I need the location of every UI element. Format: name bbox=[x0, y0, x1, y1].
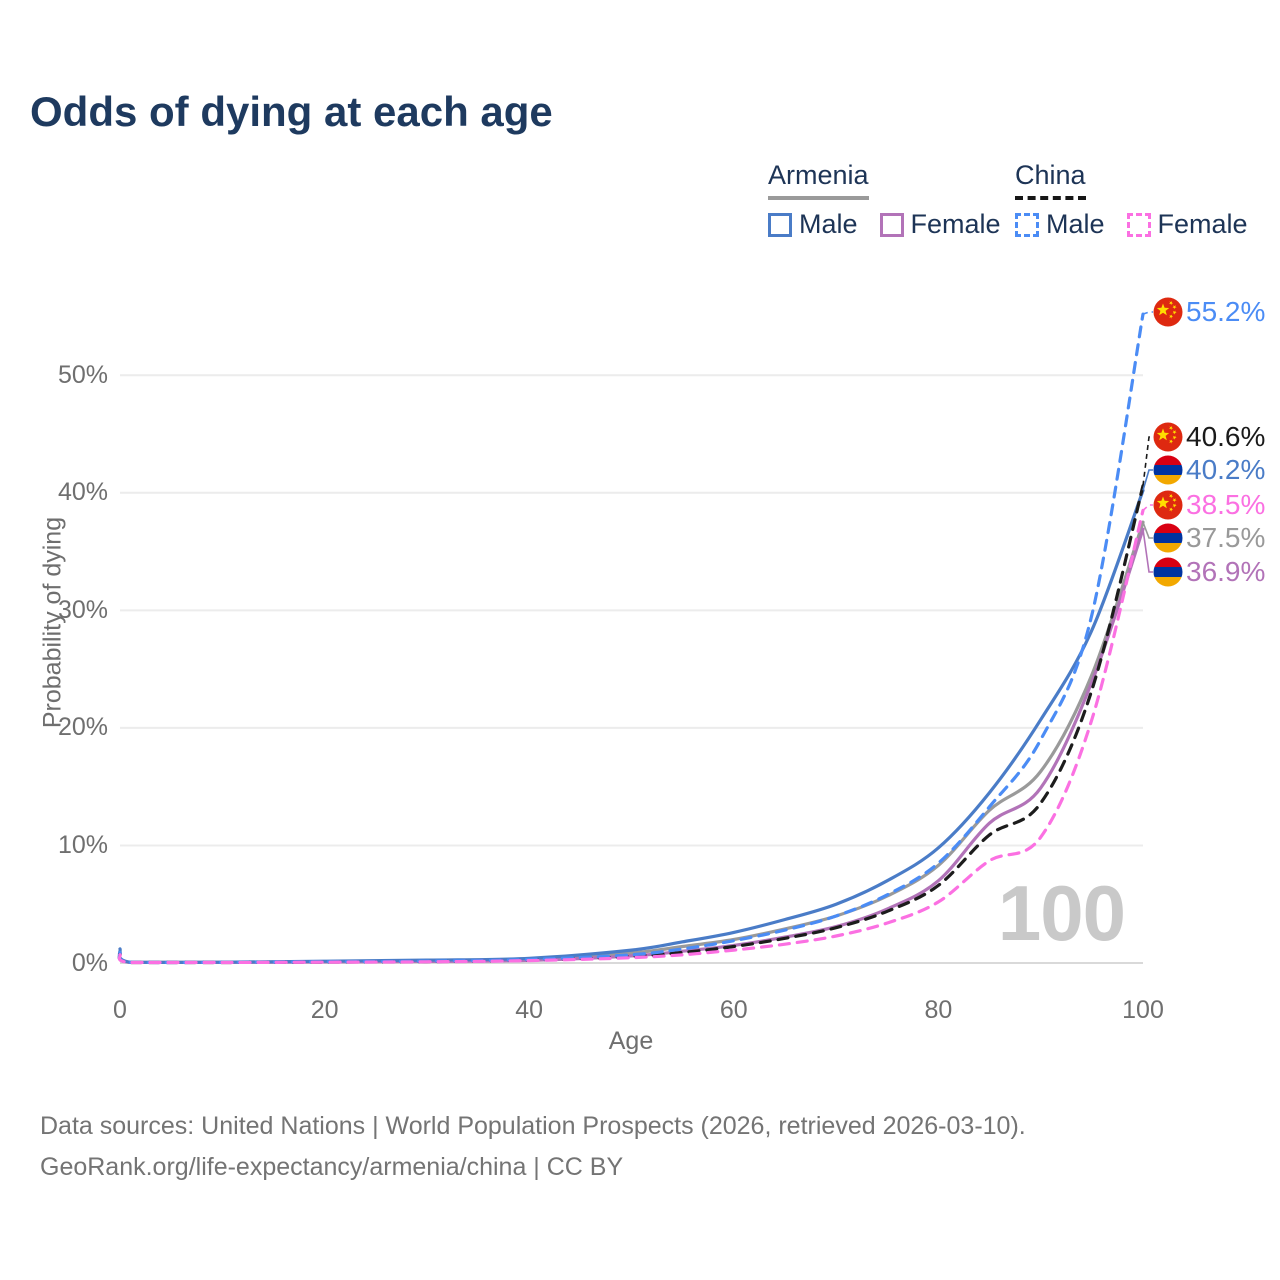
flag-icon-china bbox=[1153, 490, 1183, 520]
legend-swatch-china-female-icon bbox=[1126, 212, 1151, 237]
leader-line bbox=[1142, 436, 1153, 486]
page-title: Odds of dying at each age bbox=[30, 88, 553, 135]
y-tick-label: 20% bbox=[57, 713, 108, 742]
leader-line bbox=[1142, 469, 1153, 491]
flag-icon-china bbox=[1153, 297, 1183, 327]
x-tick-label: 20 bbox=[310, 996, 339, 1024]
end-label-armenia-both: 37.5% bbox=[1186, 522, 1265, 554]
end-label-armenia-female: 36.9% bbox=[1186, 556, 1265, 588]
legend-item-armenia-female: Female bbox=[879, 209, 1001, 240]
y-tick-label: 10% bbox=[57, 830, 108, 859]
curve-armenia-both bbox=[117, 520, 1145, 965]
legend-label-china-male: Male bbox=[1046, 209, 1105, 239]
flag-icon-china bbox=[1153, 422, 1183, 452]
leader-line bbox=[1142, 529, 1153, 573]
end-label-armenia-male: 40.2% bbox=[1186, 454, 1265, 486]
curve-china-female bbox=[117, 508, 1145, 965]
footer-license-line: GeoRank.org/life-expectancy/armenia/chin… bbox=[40, 1153, 624, 1181]
curve-china-both bbox=[117, 484, 1145, 965]
x-tick-label: 60 bbox=[719, 996, 748, 1024]
legend-swatch-china-male-icon bbox=[1015, 212, 1039, 237]
end-label-value: 37.5% bbox=[1186, 522, 1266, 553]
x-axis-title: Age bbox=[608, 1027, 654, 1055]
end-label-china-female: 38.5% bbox=[1186, 489, 1265, 521]
legend-group-china: China Male Female bbox=[1015, 160, 1248, 240]
end-label-china-male: 55.2% bbox=[1186, 296, 1265, 328]
x-tick-label: 80 bbox=[924, 996, 953, 1024]
x-tick-label: 0 bbox=[113, 996, 127, 1024]
curve-armenia-male bbox=[117, 488, 1145, 964]
leader-line bbox=[1142, 504, 1153, 511]
y-tick-label: 0% bbox=[71, 948, 108, 977]
legend-title-armenia: Armenia bbox=[768, 160, 869, 200]
footer-source-line: Data sources: United Nations | World Pop… bbox=[40, 1112, 1026, 1140]
end-label-value: 40.2% bbox=[1186, 454, 1266, 485]
curve-armenia-female bbox=[117, 527, 1145, 965]
legend-item-armenia-male: Male bbox=[768, 209, 858, 240]
y-tick-label: 40% bbox=[57, 478, 108, 507]
end-label-value: 40.6% bbox=[1186, 421, 1266, 452]
legend-title-china: China bbox=[1015, 160, 1086, 200]
end-label-china-both: 40.6% bbox=[1186, 421, 1265, 453]
flag-icon-armenia bbox=[1153, 557, 1183, 587]
legend-swatch-armenia-male-icon bbox=[768, 212, 792, 237]
flag-icon-armenia bbox=[1153, 455, 1183, 485]
end-label-value: 55.2% bbox=[1186, 296, 1266, 327]
end-label-value: 36.9% bbox=[1186, 556, 1266, 587]
leader-line bbox=[1142, 521, 1153, 539]
y-tick-label: 30% bbox=[57, 595, 108, 624]
age-watermark: 100 bbox=[997, 869, 1126, 957]
legend-swatch-armenia-female-icon bbox=[879, 212, 904, 237]
legend-group-armenia: Armenia Male Female bbox=[768, 160, 1001, 240]
legend-item-china-female: Female bbox=[1126, 209, 1248, 240]
flag-icon-armenia bbox=[1153, 523, 1183, 553]
footer: Data sources: United Nations | World Pop… bbox=[40, 1106, 1026, 1188]
y-tick-label: 50% bbox=[57, 360, 108, 389]
x-tick-label: 40 bbox=[515, 996, 544, 1024]
leader-line bbox=[1142, 311, 1153, 315]
legend-label-armenia-female: Female bbox=[910, 209, 1001, 239]
end-label-value: 38.5% bbox=[1186, 489, 1266, 520]
legend-item-china-male: Male bbox=[1015, 209, 1105, 240]
legend-label-china-female: Female bbox=[1157, 209, 1248, 239]
legend-label-armenia-male: Male bbox=[799, 209, 858, 239]
x-tick-label: 100 bbox=[1122, 996, 1164, 1024]
curve-china-male bbox=[117, 312, 1145, 965]
